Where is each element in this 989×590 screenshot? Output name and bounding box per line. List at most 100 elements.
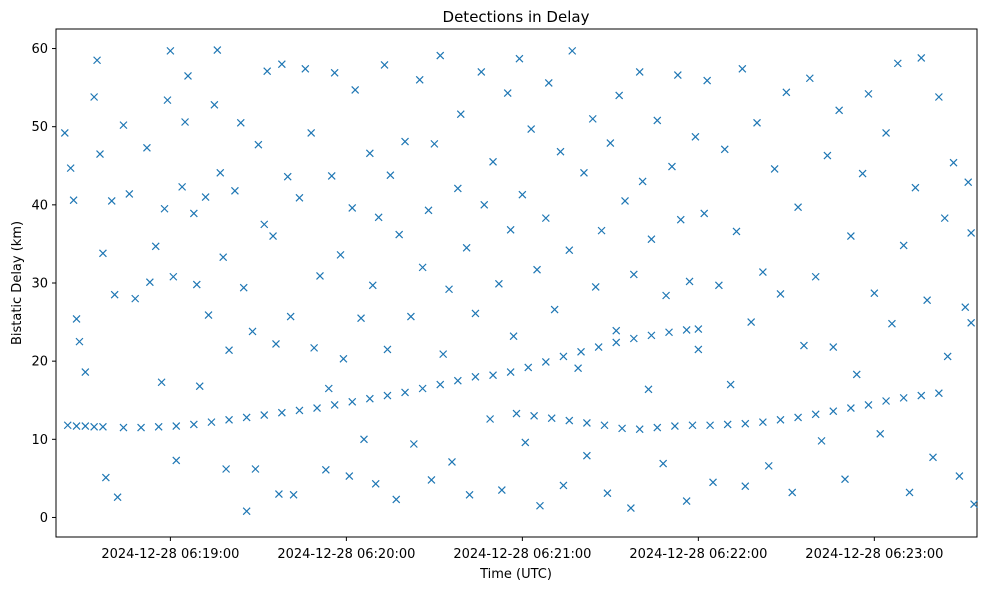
data-point [75, 337, 84, 346]
x-axis-ticks: 2024-12-28 06:19:00 2024-12-28 06:20:00 20… [101, 537, 943, 562]
data-point [494, 279, 503, 288]
data-point [888, 319, 896, 328]
data-point [582, 418, 591, 427]
data-point [392, 495, 401, 504]
data-point [230, 186, 239, 195]
data-point [544, 79, 553, 87]
data-point [93, 56, 101, 65]
data-point [131, 294, 140, 303]
data-point [69, 196, 78, 205]
data-point [201, 193, 210, 201]
data-point [380, 61, 389, 69]
data-point [923, 296, 932, 305]
data-point [63, 421, 72, 430]
data-point [829, 343, 838, 352]
data-point [929, 453, 937, 462]
y-tick-label: 40 [31, 198, 48, 213]
data-point [741, 419, 750, 428]
data-point [846, 232, 855, 241]
data-point [283, 172, 292, 181]
data-point [269, 232, 277, 241]
data-point [682, 497, 691, 505]
data-point [644, 385, 653, 394]
data-point [934, 389, 943, 398]
data-point [515, 54, 524, 63]
data-point [506, 225, 515, 234]
data-point [615, 91, 624, 100]
data-point [580, 168, 588, 177]
data-point [236, 118, 245, 127]
data-point [800, 341, 808, 350]
data-point [453, 376, 462, 385]
data-point [647, 331, 656, 340]
data-point [758, 418, 767, 427]
data-point [805, 74, 814, 83]
data-point [670, 422, 679, 430]
data-point [700, 209, 709, 218]
data-point [110, 290, 119, 299]
data-point [823, 151, 832, 160]
data-point [594, 343, 603, 352]
data-point [600, 421, 609, 430]
data-point [741, 482, 750, 491]
data-point [574, 364, 583, 373]
data-point [471, 309, 480, 318]
data-point [192, 280, 201, 289]
data-point [222, 465, 231, 473]
data-point [263, 67, 272, 76]
data-point [703, 76, 712, 85]
data-points [60, 46, 978, 516]
chart-title: Detections in Delay [443, 8, 590, 26]
data-point [395, 230, 404, 239]
data-point [612, 338, 621, 347]
data-point [348, 204, 357, 212]
data-point [295, 193, 304, 202]
data-point [967, 229, 976, 237]
data-point [409, 440, 418, 448]
data-point [163, 96, 172, 105]
data-point [178, 182, 187, 191]
data-point [694, 345, 703, 354]
data-point [668, 162, 676, 171]
data-point [383, 391, 392, 400]
data-point [794, 413, 803, 422]
data-point [621, 197, 629, 205]
data-point [638, 177, 647, 186]
data-point [870, 289, 879, 298]
data-point [401, 137, 409, 146]
data-point [817, 436, 826, 445]
data-point [157, 378, 166, 387]
data-point [597, 226, 606, 235]
data-point [568, 46, 577, 55]
data-point [289, 490, 298, 499]
data-point [527, 125, 536, 133]
data-point [239, 283, 248, 292]
data-point [940, 214, 949, 223]
data-point [582, 451, 591, 460]
data-point [536, 501, 544, 510]
data-point [277, 60, 286, 69]
data-point [172, 456, 181, 465]
data-point [776, 290, 785, 298]
data-point [776, 415, 785, 424]
data-point [864, 89, 873, 98]
data-point [330, 68, 339, 77]
data-point [521, 438, 530, 447]
data-point [406, 312, 415, 321]
data-point [195, 382, 204, 391]
data-point [72, 422, 81, 430]
data-point [653, 423, 662, 432]
data-point [647, 235, 656, 244]
data-point [682, 325, 691, 334]
data-point [184, 71, 192, 80]
data-point [477, 68, 486, 76]
data-point [418, 263, 427, 272]
data-point [310, 343, 319, 352]
data-point [260, 220, 269, 229]
data-point [899, 241, 908, 250]
data-point [550, 305, 559, 314]
data-point [448, 458, 456, 466]
data-point [811, 272, 820, 281]
y-tick-label: 20 [31, 355, 48, 370]
data-point [154, 422, 163, 431]
